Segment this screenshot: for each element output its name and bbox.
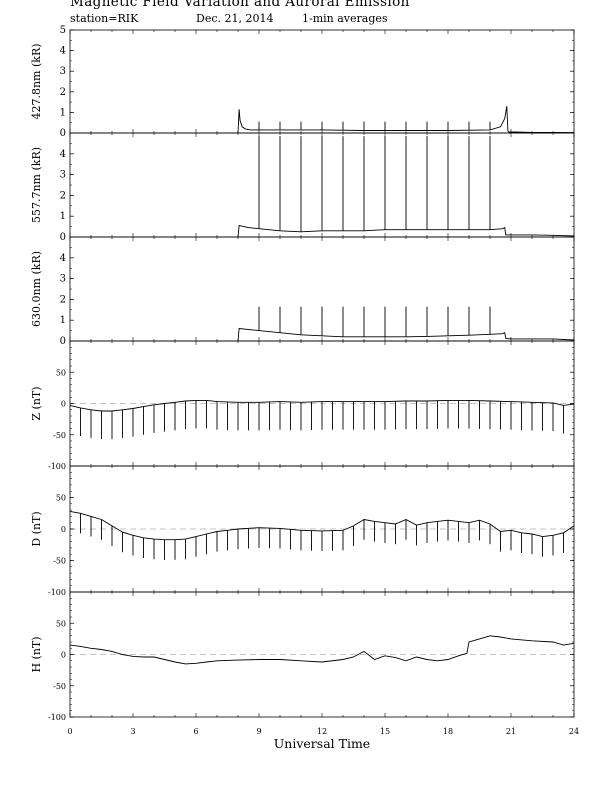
panel-p5577: 0 1 2 3 4 557.7nm (kR) bbox=[30, 132, 575, 243]
y-tick-label: 2 bbox=[60, 87, 66, 98]
y-tick-label: 0 bbox=[60, 336, 66, 347]
y-tick-label: 5 bbox=[60, 25, 66, 36]
y-tick-label: 0 bbox=[60, 232, 66, 243]
y-tick-label: 0 bbox=[60, 128, 66, 139]
y-tick-label: 4 bbox=[60, 253, 66, 264]
panel-p4278: 0 1 2 3 4 5 427.8nm (kR) bbox=[30, 25, 575, 139]
y-tick-label: 2 bbox=[60, 190, 66, 201]
series-line bbox=[237, 328, 575, 342]
y-tick-label: -50 bbox=[53, 557, 66, 566]
y-tick-label: 4 bbox=[60, 149, 66, 160]
y-tick-label: 50 bbox=[56, 494, 66, 503]
y-tick-label: -100 bbox=[48, 462, 66, 471]
x-axis-label: Universal Time bbox=[274, 736, 370, 751]
panel-pZ: -100 -50 0 50 Z (nT) bbox=[30, 340, 575, 471]
y-axis-label: 427.8nm (kR) bbox=[30, 43, 43, 119]
averaging-label: 1-min averages bbox=[302, 12, 388, 25]
x-tick-label: 0 bbox=[67, 727, 72, 736]
y-tick-label: 0 bbox=[61, 400, 66, 409]
series-line bbox=[69, 399, 575, 412]
panel-frame bbox=[69, 29, 575, 134]
x-tick-label: 9 bbox=[256, 727, 261, 736]
y-tick-label: 1 bbox=[60, 315, 66, 326]
y-tick-label: 1 bbox=[60, 107, 66, 118]
date-label: Dec. 21, 2014 bbox=[196, 12, 274, 25]
panel-p6300: 0 1 2 3 4 630.0nm (kR) bbox=[30, 236, 575, 347]
y-tick-label: 3 bbox=[60, 274, 66, 285]
y-tick-label: 1 bbox=[60, 211, 66, 222]
y-tick-label: 4 bbox=[60, 46, 66, 57]
y-tick-label: 50 bbox=[56, 619, 66, 628]
x-tick-label: 18 bbox=[443, 727, 453, 736]
series-line bbox=[69, 510, 575, 541]
chart-title: Magnetic Field Variation and Auroral Emi… bbox=[70, 0, 410, 10]
y-axis-label: 630.0nm (kR) bbox=[30, 251, 43, 327]
x-tick-label: 15 bbox=[380, 727, 390, 736]
series-line bbox=[237, 225, 575, 238]
y-tick-label: 0 bbox=[61, 525, 66, 534]
y-tick-label: 2 bbox=[60, 294, 66, 305]
y-tick-label: 3 bbox=[60, 66, 66, 77]
y-tick-label: -50 bbox=[53, 431, 66, 440]
series-line bbox=[237, 106, 575, 134]
x-tick-label: 12 bbox=[317, 727, 327, 736]
y-tick-label: 3 bbox=[60, 170, 66, 181]
y-tick-label: 0 bbox=[61, 651, 66, 660]
series-line bbox=[69, 635, 575, 665]
y-tick-label: -50 bbox=[53, 682, 66, 691]
y-tick-label: 50 bbox=[56, 368, 66, 377]
x-tick-label: 6 bbox=[193, 727, 198, 736]
y-axis-label: H (nT) bbox=[30, 636, 43, 672]
y-tick-label: -100 bbox=[48, 588, 66, 597]
x-tick-label: 21 bbox=[506, 727, 516, 736]
x-tick-label: 3 bbox=[130, 727, 135, 736]
panel-pH: -100 -50 0 50 H (nT) bbox=[30, 591, 575, 722]
station-label: station=RIK bbox=[70, 12, 139, 25]
y-tick-label: -100 bbox=[48, 713, 66, 722]
y-axis-label: Z (nT) bbox=[30, 386, 43, 420]
y-axis-label: 557.7nm (kR) bbox=[30, 147, 43, 223]
y-axis-label: D (nT) bbox=[30, 511, 43, 546]
x-tick-label: 24 bbox=[569, 727, 579, 736]
panel-pD: -100 -50 0 50 D (nT) bbox=[30, 465, 575, 597]
